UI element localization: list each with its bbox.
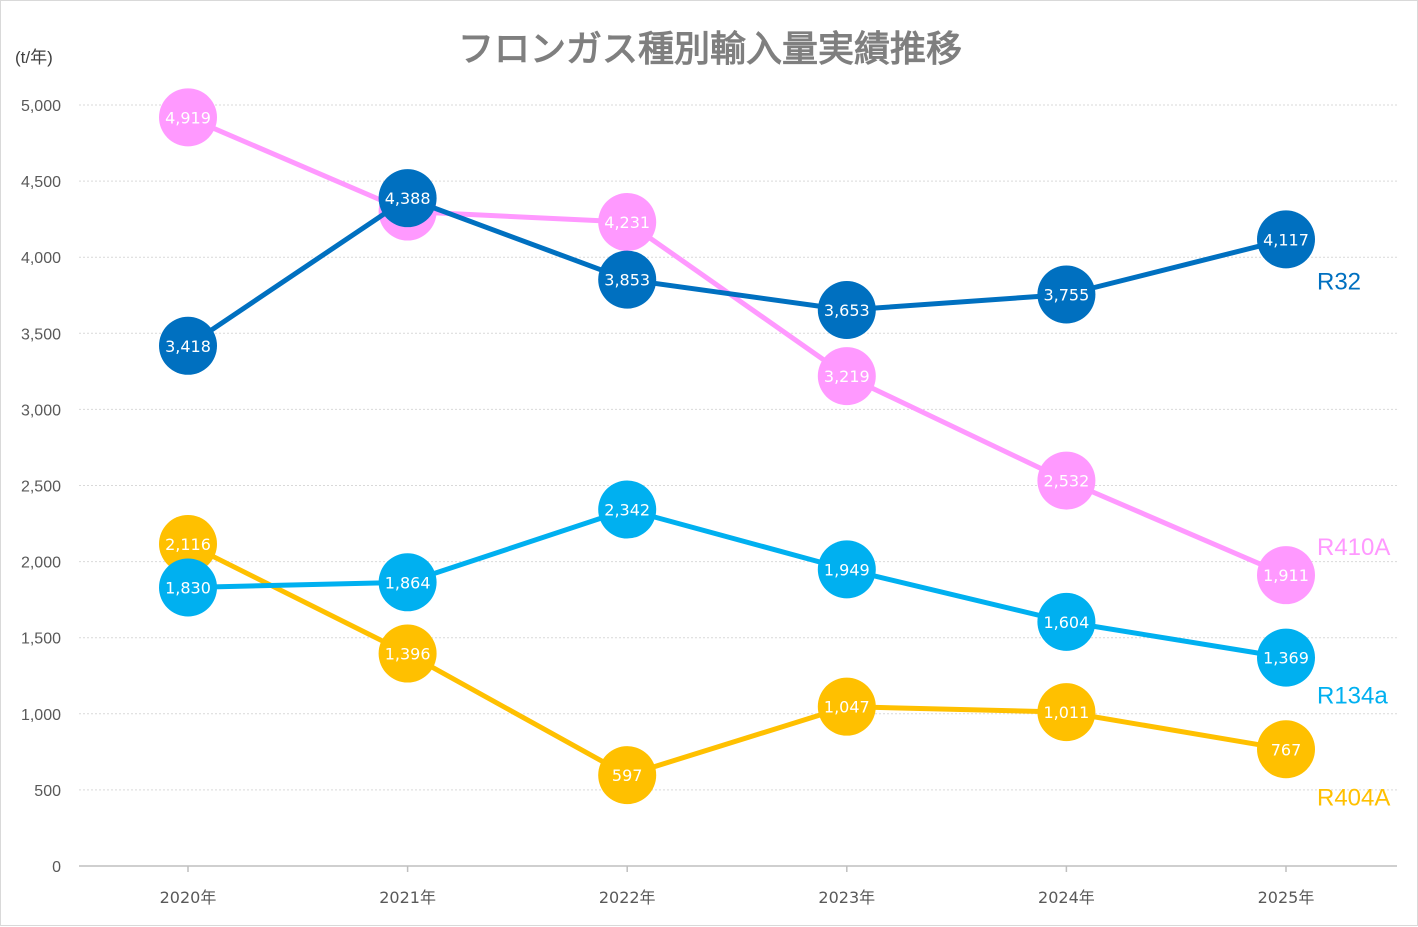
data-label-r32: 3,653 <box>824 301 870 320</box>
series-r134a: 1,830 1,864 2,342 1,949 1,604 1,369 R134a <box>159 480 1388 710</box>
data-label-r134a: 1,604 <box>1043 613 1089 632</box>
data-point-r134a <box>159 558 217 617</box>
data-point-r404a <box>159 514 217 573</box>
series-r32: 3,418 4,388 3,853 3,653 3,755 4,117 R32 <box>159 169 1361 375</box>
data-point-r32 <box>817 281 876 340</box>
data-point-r410a <box>598 193 657 252</box>
data-point-r134a <box>1257 628 1315 687</box>
y-axis-unit: (t/年) <box>15 48 53 67</box>
data-point-r410a <box>1037 451 1096 510</box>
x-tick-label: 2022年 <box>599 888 656 907</box>
series-label-r410a: R410A <box>1317 534 1390 561</box>
y-tick-label: 0 <box>52 859 61 876</box>
series-label-r32: R32 <box>1317 268 1361 295</box>
data-label-r134a: 1,369 <box>1263 649 1309 668</box>
y-tick-label: 500 <box>34 783 61 800</box>
data-point-r404a <box>1257 720 1315 779</box>
series-line-r134a <box>187 507 1287 661</box>
data-label-r404a: 597 <box>612 766 643 785</box>
y-tick-label: 2,000 <box>21 555 61 572</box>
data-label-r410a: 3,219 <box>824 367 870 386</box>
data-label-r32: 3,853 <box>604 271 650 290</box>
x-tick-label: 2020年 <box>160 888 217 907</box>
data-point-r410a <box>1257 546 1315 605</box>
y-tick-label: 3,000 <box>21 402 61 419</box>
data-point-r32 <box>598 250 657 309</box>
data-point-r404a <box>598 746 657 805</box>
data-label-r404a: 1,047 <box>824 698 870 717</box>
data-label-r32: 3,755 <box>1043 285 1089 304</box>
data-label-r32: 3,418 <box>165 337 211 356</box>
data-label-r404a: 2,116 <box>165 535 211 554</box>
data-point-r134a <box>598 480 657 539</box>
x-tick-label: 2021年 <box>379 888 436 907</box>
data-point-r134a <box>1037 592 1096 651</box>
data-point-r410a <box>817 347 876 406</box>
data-label-r410a: 2,532 <box>1043 472 1089 491</box>
data-label-r404a: 767 <box>1271 740 1302 759</box>
data-point-r134a <box>378 553 437 612</box>
x-axis: 2020年 2021年 2022年 2023年 2024年 2025年 <box>79 865 1397 907</box>
data-label-r134a: 1,830 <box>165 578 211 597</box>
data-point-r410a <box>159 88 217 147</box>
data-label-r404a: 1,011 <box>1043 703 1089 722</box>
series-line-r410a <box>187 115 1287 578</box>
y-tick-label: 5,000 <box>21 98 61 115</box>
data-label-r410a: 1,911 <box>1263 566 1309 585</box>
data-label-r134a: 2,342 <box>604 501 650 520</box>
data-label-r32: 4,388 <box>385 189 431 208</box>
series-r404a: 2,116 1,396 597 1,047 1,011 767 R404A <box>159 514 1390 811</box>
data-point-r32 <box>1037 265 1096 324</box>
series-label-r134a: R134a <box>1317 683 1388 710</box>
data-point-r32 <box>378 169 437 228</box>
x-tick-label: 2024年 <box>1038 888 1095 907</box>
y-tick-label: 3,500 <box>21 326 61 343</box>
y-tick-label: 4,500 <box>21 174 61 191</box>
series-line-r32 <box>186 195 1287 348</box>
y-tick-label: 2,500 <box>21 479 61 496</box>
chart-title: フロンガス種別輸入量実績推移 <box>458 29 962 70</box>
y-tick-label: 1,000 <box>21 707 61 724</box>
data-label-r404a: 1,396 <box>385 645 431 664</box>
data-label-r134a: 1,949 <box>824 560 870 579</box>
y-axis-ticks: 0 500 1,000 1,500 2,000 2,500 3,000 3,500 4,000 4… <box>21 98 61 876</box>
data-label-r410a: 4,919 <box>165 108 211 127</box>
y-tick-label: 1,500 <box>21 631 61 648</box>
data-point-r404a <box>1037 683 1096 742</box>
series-group: 2,116 1,396 597 1,047 1,011 767 R404A 1,830 1,86… <box>159 88 1390 811</box>
data-point-r404a <box>378 624 437 683</box>
data-point-r32 <box>159 316 217 375</box>
data-point-r32 <box>1257 210 1315 269</box>
series-line-r404a <box>186 541 1287 778</box>
y-tick-label: 4,000 <box>21 250 61 267</box>
x-tick-label: 2023年 <box>818 888 875 907</box>
data-label-r410a: 4,231 <box>604 213 650 232</box>
data-point-r134a <box>817 540 876 599</box>
data-label-r32: 4,117 <box>1263 230 1309 249</box>
data-point-r404a <box>817 677 876 736</box>
x-tick-label: 2025年 <box>1258 888 1315 907</box>
series-label-r404a: R404A <box>1317 784 1390 811</box>
data-label-r134a: 1,864 <box>385 573 431 592</box>
gridlines <box>79 104 1397 791</box>
